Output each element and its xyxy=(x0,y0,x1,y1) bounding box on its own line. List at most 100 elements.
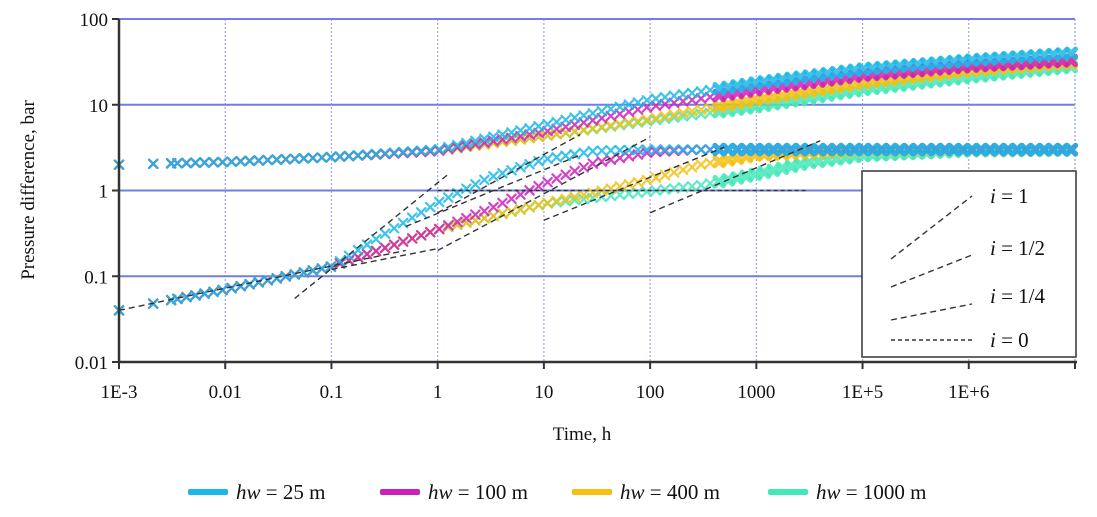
data-marker xyxy=(470,179,481,190)
data-marker xyxy=(488,201,499,213)
data-marker xyxy=(677,107,689,119)
data-marker xyxy=(479,205,490,217)
reference-lines xyxy=(118,133,821,312)
data-marker xyxy=(488,210,499,222)
data-marker xyxy=(515,125,526,136)
legend-swatch xyxy=(380,489,420,495)
data-marker xyxy=(560,193,571,205)
data-marker xyxy=(623,99,635,110)
data-marker xyxy=(461,140,472,152)
data-marker xyxy=(578,189,590,201)
data-marker xyxy=(379,242,391,254)
x-tick-label: 1 xyxy=(433,382,443,403)
data-marker xyxy=(470,135,481,147)
data-marker xyxy=(461,137,472,149)
data-marker xyxy=(388,222,400,234)
data-marker xyxy=(442,192,454,203)
data-marker xyxy=(316,263,328,274)
data-marker xyxy=(442,220,454,231)
data-marker xyxy=(397,146,409,158)
data-marker xyxy=(361,239,373,250)
data-marker xyxy=(659,91,671,103)
data-marker xyxy=(1064,142,1078,157)
data-marker xyxy=(208,286,219,298)
data-marker xyxy=(361,149,373,160)
data-marker xyxy=(650,112,662,124)
y-tick-label: 1 xyxy=(99,182,109,203)
slope-legend-label: i = 1 xyxy=(990,184,1029,208)
data-marker xyxy=(262,275,274,286)
legend-label: hw = 1000 m xyxy=(816,479,927,504)
data-marker xyxy=(641,95,653,106)
data-marker xyxy=(406,146,418,157)
data-marker xyxy=(569,191,580,203)
data-marker xyxy=(542,118,553,130)
data-marker xyxy=(659,184,671,195)
data-marker xyxy=(370,148,382,160)
reference-line-slope-0_5 xyxy=(437,136,651,252)
reference-line-slope-0_5 xyxy=(543,146,725,221)
data-marker xyxy=(244,155,255,167)
slope-legend-label: i = 0 xyxy=(990,328,1029,352)
data-marker xyxy=(452,139,463,151)
x-tick-label: 0.01 xyxy=(209,382,242,403)
data-marker xyxy=(596,145,608,156)
reference-line-slope-0_25 xyxy=(118,249,406,312)
data-marker xyxy=(262,154,274,166)
data-marker xyxy=(424,144,436,156)
data-marker xyxy=(488,131,499,142)
data-marker xyxy=(614,101,626,113)
legend-item: hw = 400 m xyxy=(572,472,720,512)
data-marker xyxy=(199,288,210,299)
data-marker xyxy=(325,151,337,163)
data-marker xyxy=(442,141,454,153)
legend-label: hw = 25 m xyxy=(236,479,326,504)
reference-line-slope-1 xyxy=(437,133,581,214)
data-marker xyxy=(497,136,508,148)
data-marker xyxy=(147,158,159,170)
data-marker xyxy=(659,113,671,125)
data-marker xyxy=(406,233,418,244)
data-marker xyxy=(677,144,689,155)
data-marker xyxy=(668,112,680,123)
data-marker xyxy=(659,169,671,181)
data-marker xyxy=(614,144,626,156)
data-marker xyxy=(587,123,599,134)
data-marker xyxy=(452,216,463,228)
data-marker xyxy=(1064,46,1078,61)
data-marker xyxy=(199,157,210,168)
data-marker xyxy=(524,132,535,144)
data-marker xyxy=(551,116,562,128)
data-marker xyxy=(623,117,635,128)
chart-area: 1E-3 0.01 0.1 1 10 100 1000 1E+5 1E+6 0.01 0.1 1 10 1… xyxy=(18,10,1078,445)
data-marker xyxy=(208,156,219,168)
data-marker xyxy=(596,105,608,117)
axes xyxy=(112,18,1077,369)
data-marker xyxy=(605,120,617,131)
data-marker xyxy=(280,271,292,282)
slope-legend-line xyxy=(890,195,973,260)
data-marker xyxy=(352,244,364,256)
data-marker xyxy=(190,157,201,169)
data-marker xyxy=(569,194,580,206)
data-marker xyxy=(578,162,590,173)
data-marker xyxy=(461,183,472,195)
x-tick-label: 10 xyxy=(534,382,553,403)
data-marker xyxy=(515,134,526,145)
data-marker xyxy=(316,152,328,163)
data-marker xyxy=(677,111,689,122)
data-marker xyxy=(650,144,662,155)
data-marker xyxy=(244,278,255,290)
data-marker xyxy=(641,114,653,125)
data-marker xyxy=(415,230,427,241)
data-marker xyxy=(668,109,680,121)
data-marker xyxy=(442,221,454,233)
data-marker xyxy=(605,103,617,115)
data-marker xyxy=(253,276,264,288)
data-marker xyxy=(488,170,499,182)
data-marker xyxy=(334,151,346,162)
data-marker xyxy=(695,144,707,155)
data-marker xyxy=(695,179,707,191)
series-legend: hw = 25 m hw = 100 m hw = 400 m hw = 1000 m xyxy=(0,472,1097,512)
data-marker xyxy=(686,87,698,99)
